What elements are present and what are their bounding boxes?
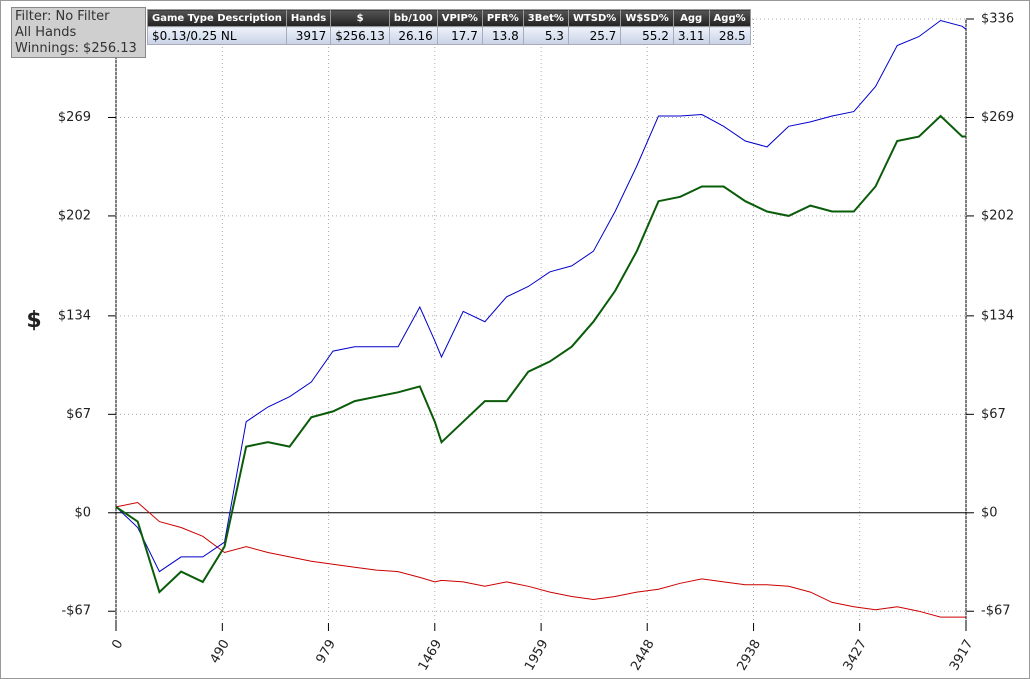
table-body: $0.13/0.25 NL 3917 $256.13 26.16 17.7 13.8 5.3…	[147, 26, 751, 45]
x-tick-label: 2448	[628, 637, 658, 673]
cell: 13.8	[481, 26, 524, 45]
y-tick-label: -$67	[61, 604, 91, 619]
cell: 26.16	[388, 26, 438, 45]
cell: 3.11	[672, 26, 710, 45]
cell: 17.7	[436, 26, 483, 45]
y-tick-label: $336	[981, 12, 1014, 27]
cell: 3917	[285, 26, 332, 45]
column-header: Agg%	[708, 9, 751, 27]
y-tick-label: $134	[58, 308, 91, 323]
y-tick-label: $0	[981, 505, 998, 520]
y-tick-label: $269	[58, 110, 91, 125]
y-tick-label: $67	[66, 407, 91, 422]
x-tick-label: 490	[207, 637, 232, 666]
column-header: VPIP%	[436, 9, 483, 27]
column-header: W$SD%	[620, 9, 674, 27]
filter-line: Winnings: $256.13	[15, 41, 137, 56]
y-tick-label: $269	[981, 110, 1014, 125]
filter-box: Filter: No Filter All Hands Winnings: $256…	[11, 7, 146, 58]
column-header: Game Type Description	[147, 9, 287, 27]
stats-table: Game Type Description Hands $ bb/100 VPIP% PF…	[147, 9, 751, 45]
x-tick-label: 3427	[841, 637, 871, 673]
y-axis-label: $	[26, 308, 41, 333]
column-header: $	[330, 9, 390, 27]
cell: 28.5	[708, 26, 751, 45]
filter-line: Filter: No Filter	[15, 9, 110, 24]
y-tick-label: $0	[74, 505, 91, 520]
cell: $256.13	[330, 26, 390, 45]
x-tick-label: 1469	[416, 637, 446, 673]
y-tick-label: $202	[58, 208, 91, 223]
header-row: Game Type Description Hands $ bb/100 VPIP% PF…	[147, 9, 751, 27]
cell: 55.2	[620, 26, 674, 45]
y-tick-label: $202	[981, 208, 1014, 223]
cell: $0.13/0.25 NL	[147, 26, 287, 45]
column-header: PFR%	[481, 9, 524, 27]
data-row: $0.13/0.25 NL 3917 $256.13 26.16 17.7 13.8 5.3…	[147, 26, 751, 45]
column-header: Agg	[672, 9, 710, 27]
y-tick-label: $134	[981, 308, 1014, 323]
column-header: bb/100	[388, 9, 438, 27]
x-tick-label: 1959	[522, 637, 552, 673]
cell: 5.3	[522, 26, 569, 45]
column-header: 3Bet%	[522, 9, 569, 27]
column-header: WTSD%	[567, 9, 622, 27]
cell: 25.7	[567, 26, 622, 45]
x-tick-label: 3917	[947, 637, 977, 673]
series-line	[115, 19, 967, 573]
filter-line: All Hands	[15, 25, 77, 40]
column-header: Hands	[285, 9, 332, 27]
y-tick-label: $67	[981, 407, 1006, 422]
series-line	[115, 501, 966, 618]
x-tick-label: 0	[109, 637, 126, 652]
x-tick-label: 979	[314, 637, 339, 666]
series-line	[115, 114, 967, 594]
y-tick-label: -$67	[981, 604, 1011, 619]
x-tick-label: 2938	[735, 637, 765, 673]
